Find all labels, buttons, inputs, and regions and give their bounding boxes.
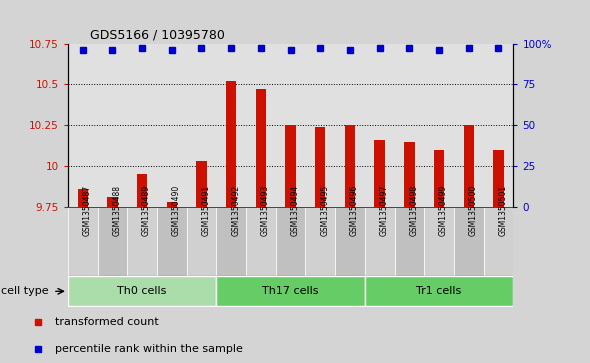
Bar (365, 277, 513, 306)
Text: transformed count: transformed count (55, 318, 159, 327)
Text: Th17 cells: Th17 cells (263, 286, 319, 296)
Bar (77, 189, 88, 207)
Bar (137, 174, 148, 207)
Bar (196, 161, 206, 207)
Text: GSM1350495: GSM1350495 (320, 185, 329, 236)
Bar (157, 207, 186, 276)
Bar (107, 197, 117, 207)
Bar (217, 207, 246, 276)
Bar (68, 207, 97, 276)
Text: GSM1350499: GSM1350499 (439, 185, 448, 236)
Text: GDS5166 / 10395780: GDS5166 / 10395780 (90, 28, 225, 41)
Bar (484, 207, 513, 276)
Bar (345, 125, 355, 207)
Text: cell type: cell type (1, 286, 49, 296)
Bar (186, 207, 217, 276)
Text: GSM1350493: GSM1350493 (261, 185, 270, 236)
Bar (375, 140, 385, 207)
Text: GSM1350497: GSM1350497 (380, 185, 389, 236)
Text: GSM1350498: GSM1350498 (409, 185, 418, 236)
Bar (365, 207, 395, 276)
Bar (166, 202, 177, 207)
Text: GSM1350500: GSM1350500 (468, 185, 478, 236)
Text: GSM1350494: GSM1350494 (290, 185, 300, 236)
Bar (97, 207, 127, 276)
Text: GSM1350490: GSM1350490 (172, 185, 181, 236)
Bar (127, 207, 157, 276)
Bar (335, 207, 365, 276)
Text: Tr1 cells: Tr1 cells (417, 286, 462, 296)
Text: GSM1350501: GSM1350501 (499, 185, 507, 236)
Text: Th0 cells: Th0 cells (117, 286, 167, 296)
Bar (68, 277, 217, 306)
Bar (454, 207, 484, 276)
Text: GSM1350487: GSM1350487 (83, 185, 91, 236)
Bar (424, 207, 454, 276)
Text: GSM1350488: GSM1350488 (112, 185, 122, 236)
Text: percentile rank within the sample: percentile rank within the sample (55, 344, 243, 354)
Bar (217, 277, 365, 306)
Bar (493, 150, 504, 207)
Text: GSM1350489: GSM1350489 (142, 185, 151, 236)
Bar (395, 207, 424, 276)
Text: GSM1350491: GSM1350491 (201, 185, 211, 236)
Text: GSM1350492: GSM1350492 (231, 185, 240, 236)
Bar (315, 127, 326, 207)
Bar (255, 89, 266, 207)
Bar (276, 207, 306, 276)
Bar (226, 81, 237, 207)
Bar (404, 142, 415, 207)
Text: GSM1350496: GSM1350496 (350, 185, 359, 236)
Bar (434, 150, 444, 207)
Bar (246, 207, 276, 276)
Bar (306, 207, 335, 276)
Bar (286, 125, 296, 207)
Bar (464, 125, 474, 207)
